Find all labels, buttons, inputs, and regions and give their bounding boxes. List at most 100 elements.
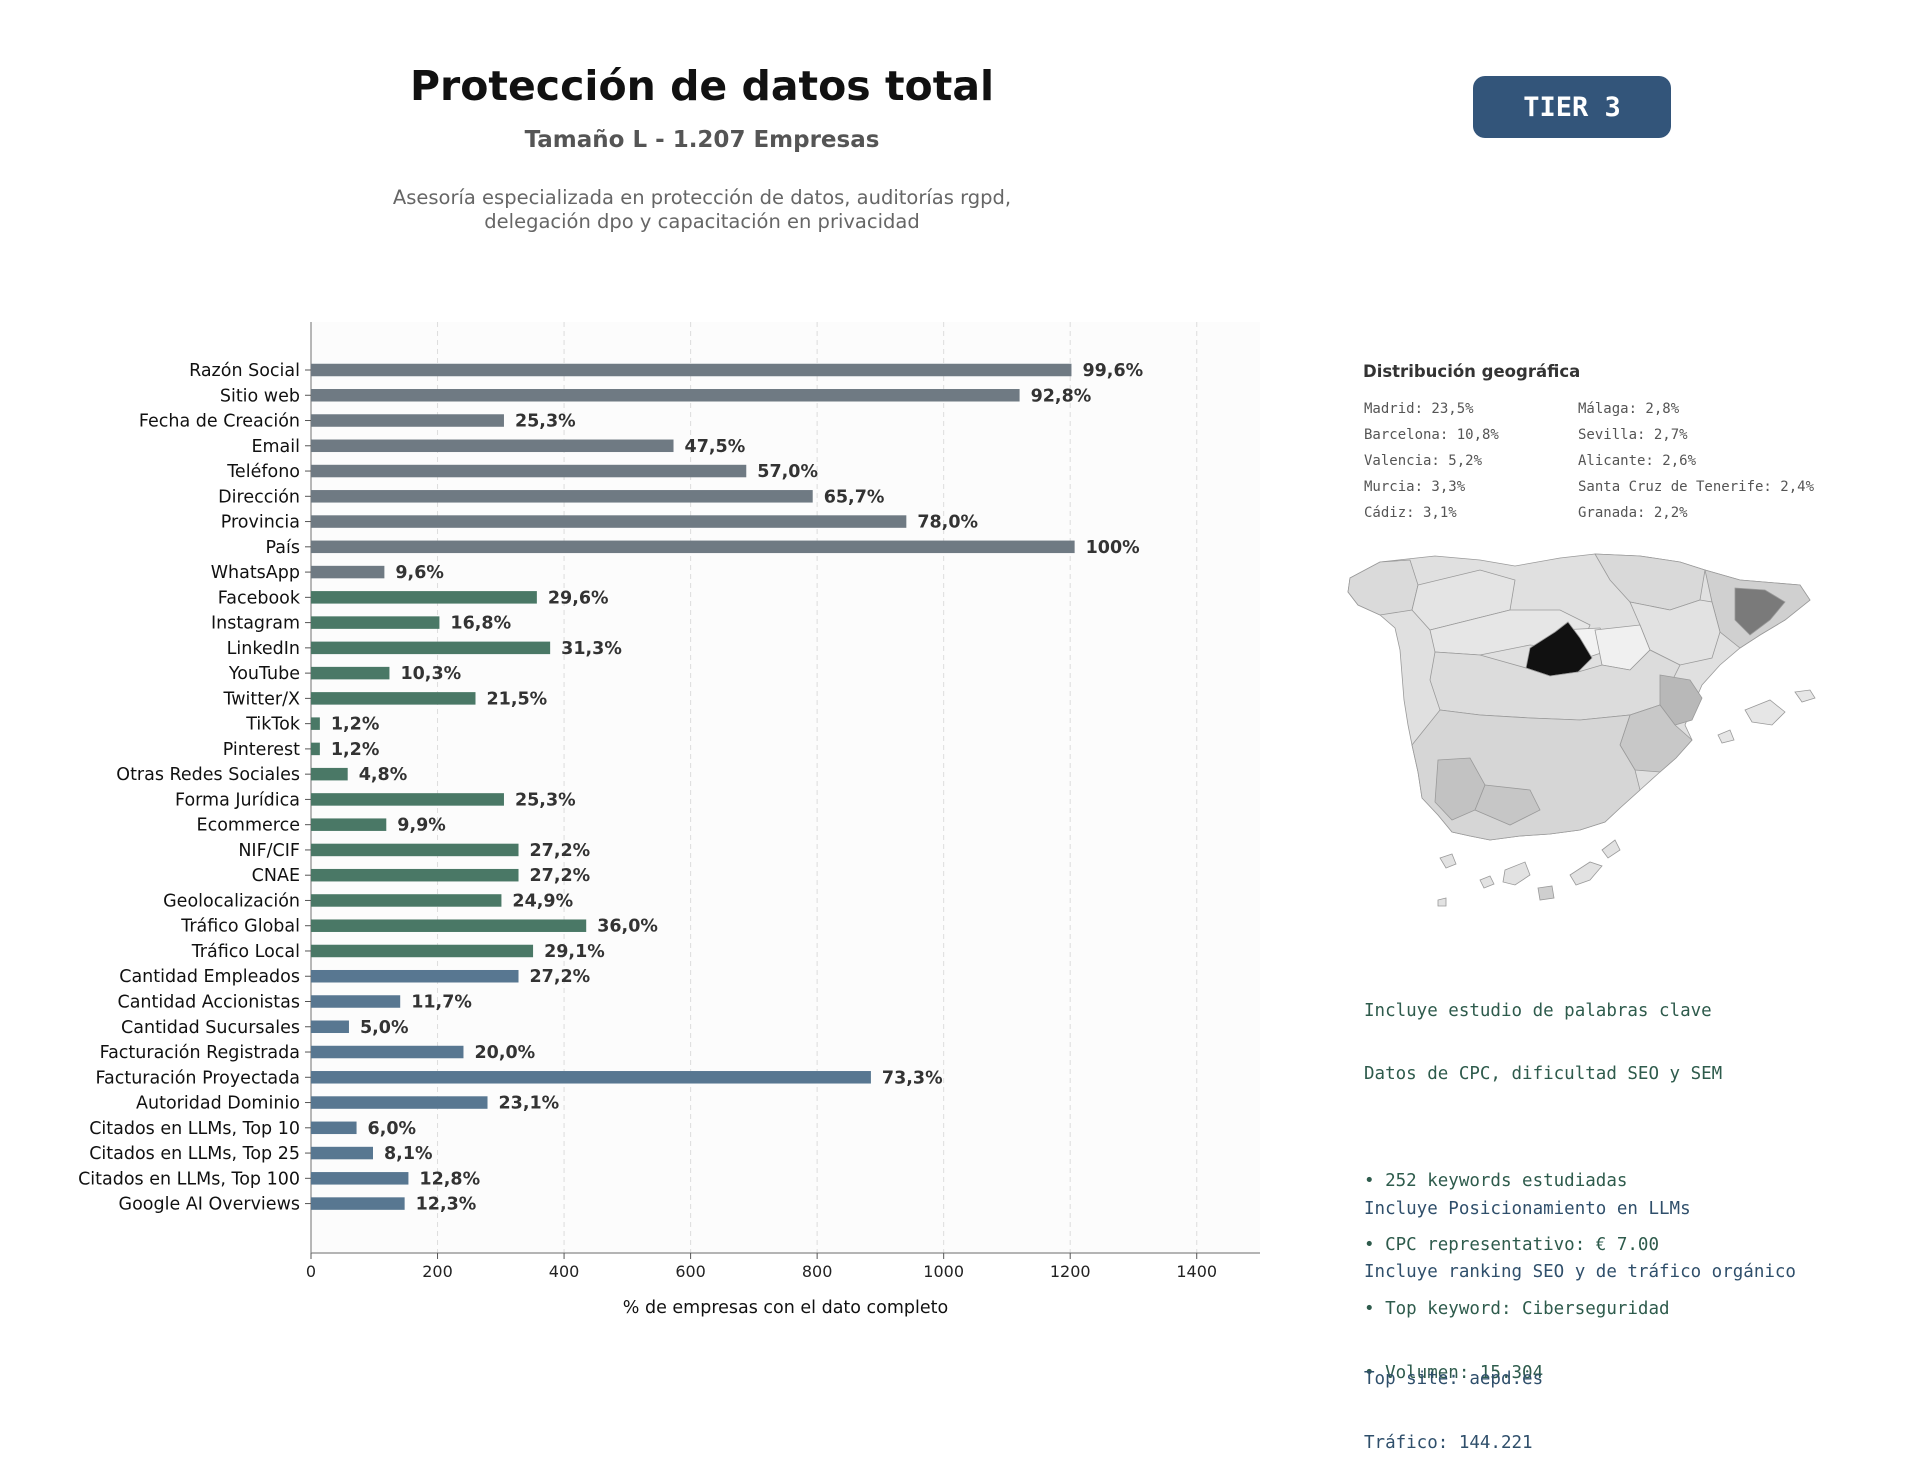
bar xyxy=(311,944,534,958)
keywords-line: Incluye estudio de palabras clave xyxy=(1364,1000,1712,1021)
geo-item: Cádiz: 3,1% xyxy=(1364,505,1457,521)
category-label: Facturación Proyectada xyxy=(96,1068,300,1088)
category-label: Autoridad Dominio xyxy=(136,1094,300,1114)
bar xyxy=(311,717,320,730)
bar xyxy=(311,1121,357,1135)
value-label: 73,3% xyxy=(882,1068,943,1088)
map-canarias-6 xyxy=(1601,839,1621,859)
bar xyxy=(311,490,813,503)
geo-item: Alicante: 2,6% xyxy=(1578,453,1697,469)
category-label: NIF/CIF xyxy=(238,841,300,861)
bar xyxy=(311,818,387,831)
llm-block: Incluye Posicionamiento en LLMs Incluye … xyxy=(1364,1156,1796,1475)
value-label: 24,9% xyxy=(512,891,573,911)
tier-badge: TIER 3 xyxy=(1473,76,1671,138)
value-label: 6,0% xyxy=(368,1119,417,1139)
value-label: 16,8% xyxy=(450,614,511,634)
value-label: 1,2% xyxy=(331,715,380,735)
bar xyxy=(311,1146,374,1160)
bar xyxy=(311,1172,409,1185)
keywords-line: • Volumen: 15.304 xyxy=(1364,1362,1544,1383)
map-malaga xyxy=(1474,784,1541,826)
bar xyxy=(311,414,504,427)
geo-item: Santa Cruz de Tenerife: 2,4% xyxy=(1578,479,1815,495)
geo-item: Barcelona: 10,8% xyxy=(1364,427,1499,443)
category-label: Citados en LLMs, Top 10 xyxy=(89,1119,300,1139)
x-tick-label: 1400 xyxy=(1176,1262,1217,1281)
category-label: Citados en LLMs, Top 100 xyxy=(78,1169,300,1189)
category-label: Otras Redes Sociales xyxy=(116,765,300,785)
map-barcelona xyxy=(1734,587,1786,636)
category-label: Fecha de Creación xyxy=(139,412,300,432)
map-menorca xyxy=(1794,689,1816,703)
bar xyxy=(311,616,440,629)
value-label: 11,7% xyxy=(411,993,472,1013)
bar xyxy=(311,515,907,528)
spain-choropleth-map xyxy=(1347,553,1816,907)
category-label: Geolocalización xyxy=(163,891,300,911)
category-label: YouTube xyxy=(228,664,300,684)
category-label: Google AI Overviews xyxy=(119,1195,300,1215)
map-canarias-7 xyxy=(1437,897,1447,907)
bar xyxy=(311,843,519,857)
x-axis-label: % de empresas con el dato completo xyxy=(623,1298,948,1318)
bar xyxy=(311,565,385,579)
x-tick-label: 0 xyxy=(306,1262,316,1281)
category-label: Cantidad Accionistas xyxy=(117,993,300,1013)
bar xyxy=(311,666,390,680)
map-canarias-4 xyxy=(1537,885,1555,901)
bar xyxy=(311,742,320,756)
category-label: Tráfico Global xyxy=(180,917,300,937)
category-label: Forma Jurídica xyxy=(175,790,300,810)
category-label: Twitter/X xyxy=(222,689,300,709)
category-label: Instagram xyxy=(211,614,300,634)
value-label: 9,6% xyxy=(395,563,444,583)
map-canarias-3 xyxy=(1502,861,1531,886)
value-label: 25,3% xyxy=(515,412,576,432)
bar xyxy=(311,868,519,882)
llm-line: Incluye ranking SEO y de tráfico orgánic… xyxy=(1364,1262,1796,1283)
bar xyxy=(311,389,1020,402)
llm-line: Tráfico: 144.221 xyxy=(1364,1432,1533,1453)
value-label: 57,0% xyxy=(757,462,818,482)
category-label: Sitio web xyxy=(220,386,300,406)
category-label: Razón Social xyxy=(189,361,300,381)
category-label: Cantidad Sucursales xyxy=(121,1018,300,1038)
category-label: CNAE xyxy=(252,866,300,886)
x-tick-label: 200 xyxy=(422,1262,453,1281)
category-label: LinkedIn xyxy=(227,639,300,659)
x-tick-label: 600 xyxy=(675,1262,706,1281)
map-galicia xyxy=(1347,559,1419,616)
value-label: 10,3% xyxy=(400,664,461,684)
value-label: 27,2% xyxy=(530,841,591,861)
x-tick-label: 1200 xyxy=(1050,1262,1091,1281)
keywords-line: • CPC representativo: € 7.00 xyxy=(1364,1234,1660,1255)
value-label: 65,7% xyxy=(824,487,885,507)
description-line-1: Asesoría especializada en protección de … xyxy=(392,186,1012,209)
keywords-line: • 252 keywords estudiadas xyxy=(1364,1170,1628,1191)
bar xyxy=(311,793,504,806)
bar xyxy=(311,894,502,907)
keywords-line: Datos de CPC, dificultad SEO y SEM xyxy=(1364,1064,1723,1085)
page-subtitle: Tamaño L - 1.207 Empresas xyxy=(524,127,880,153)
geo-item: Granada: 2,2% xyxy=(1578,505,1688,521)
value-label: 8,1% xyxy=(384,1144,433,1164)
bar xyxy=(311,692,476,705)
bar xyxy=(311,439,674,453)
category-label: Tráfico Local xyxy=(191,942,300,962)
map-baleares xyxy=(1744,699,1786,726)
category-label: Citados en LLMs, Top 25 xyxy=(89,1144,300,1164)
page-title: Protección de datos total xyxy=(409,62,995,110)
value-label: 78,0% xyxy=(917,513,978,533)
category-label: Ecommerce xyxy=(197,816,300,836)
value-label: 9,9% xyxy=(397,816,446,836)
bar xyxy=(311,995,401,1008)
category-label: Facebook xyxy=(218,588,301,608)
keywords-block: Incluye estudio de palabras clave Datos … xyxy=(1364,958,1722,1405)
bar xyxy=(311,540,1075,554)
bar xyxy=(311,1096,488,1109)
geo-item: Valencia: 5,2% xyxy=(1364,453,1483,469)
geo-item: Málaga: 2,8% xyxy=(1578,401,1680,417)
bar xyxy=(311,641,551,655)
category-label: Facturación Registrada xyxy=(100,1043,300,1063)
